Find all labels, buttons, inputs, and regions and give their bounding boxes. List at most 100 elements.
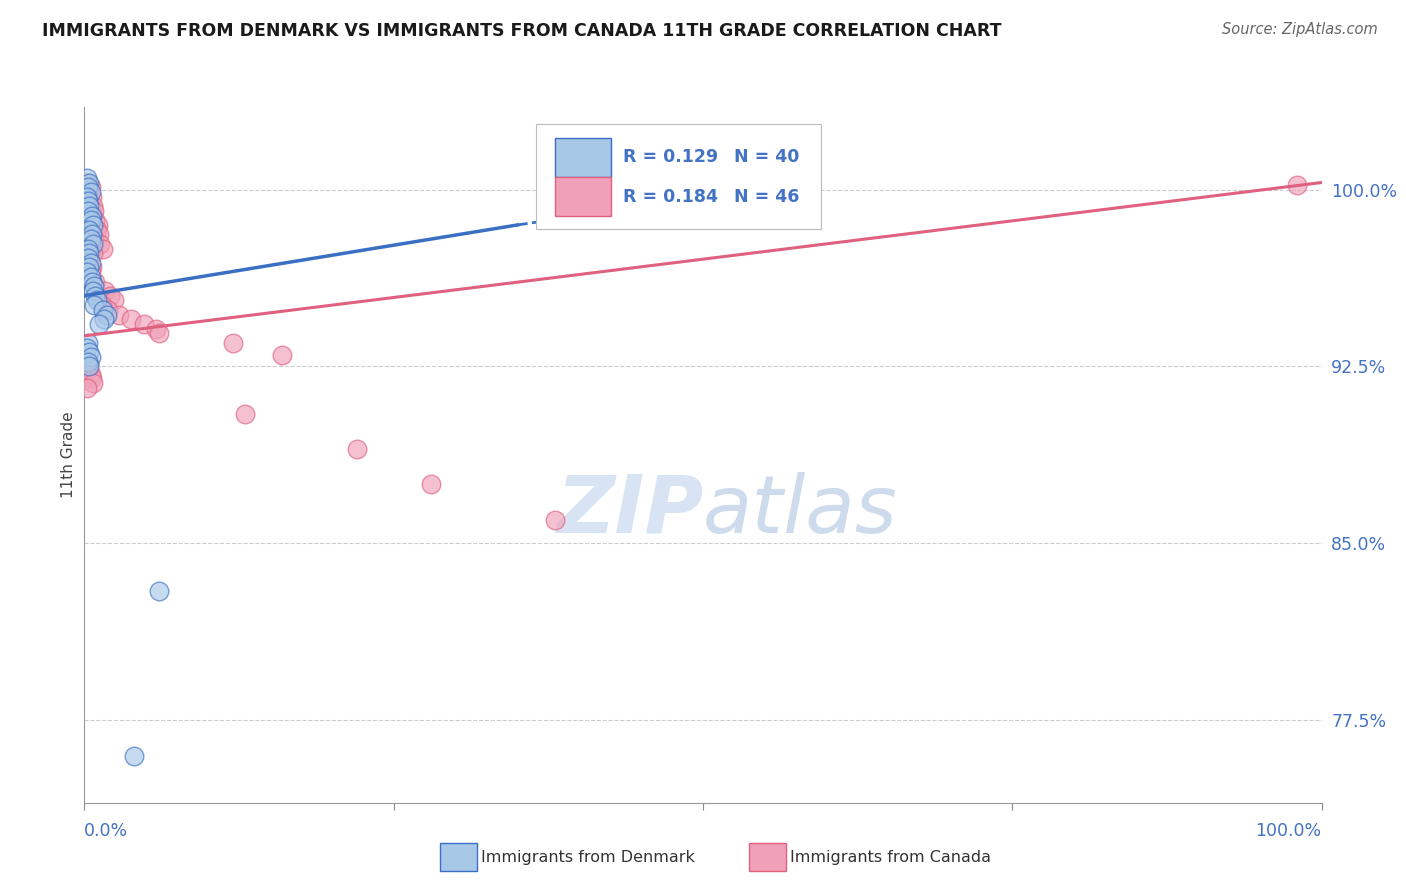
Point (79, 357, 101, 371)
Point (271, 348, 294, 362)
Point (1285, 178, 1308, 192)
Point (77, 180, 100, 194)
Point (222, 335, 245, 350)
Point (79, 256, 101, 270)
Point (77, 256, 100, 270)
Point (82, 246, 104, 260)
Point (96, 308, 118, 322)
Text: 100.0%: 100.0% (1256, 822, 1322, 839)
Point (76, 269, 98, 284)
Point (82, 236, 104, 251)
Point (145, 322, 167, 336)
Point (83, 298, 105, 312)
Y-axis label: 11th Grade: 11th Grade (60, 411, 76, 499)
Point (79, 246, 101, 260)
Point (79, 345, 101, 359)
Point (98, 289, 121, 303)
Point (82, 284, 104, 298)
Point (80, 371, 103, 385)
Point (79, 185, 101, 199)
Point (97, 302, 120, 317)
Point (543, 513, 565, 527)
Point (120, 312, 142, 326)
Point (80, 227, 103, 242)
Point (79, 350, 101, 364)
Point (79, 185, 101, 199)
Point (83, 232, 105, 246)
Point (148, 583, 170, 598)
Point (79, 199, 101, 213)
Point (79, 269, 101, 284)
Point (89, 227, 111, 242)
FancyBboxPatch shape (554, 178, 612, 216)
Point (132, 317, 155, 331)
Point (91, 242, 114, 256)
FancyBboxPatch shape (554, 137, 612, 177)
Point (77, 203, 100, 218)
Text: 0.0%: 0.0% (84, 822, 128, 839)
Point (86, 293, 108, 308)
Point (79, 265, 101, 279)
Point (419, 477, 441, 491)
Point (80, 189, 103, 203)
Point (86, 222, 108, 236)
Point (82, 199, 104, 213)
Point (233, 407, 256, 421)
Point (122, 748, 145, 763)
Point (93, 312, 115, 326)
Point (77, 361, 100, 376)
Point (91, 302, 114, 317)
Point (84, 275, 107, 289)
Point (77, 251, 100, 265)
Point (77, 335, 100, 350)
Text: IMMIGRANTS FROM DENMARK VS IMMIGRANTS FROM CANADA 11TH GRADE CORRELATION CHART: IMMIGRANTS FROM DENMARK VS IMMIGRANTS FR… (42, 22, 1001, 40)
Text: R = 0.184: R = 0.184 (623, 188, 717, 206)
Point (79, 222, 101, 236)
Point (79, 367, 101, 381)
Point (89, 236, 111, 251)
Point (77, 242, 100, 256)
Text: Immigrants from Canada: Immigrants from Canada (790, 850, 991, 864)
Point (77, 355, 100, 369)
Point (108, 308, 131, 322)
Text: atlas: atlas (703, 472, 898, 549)
Point (87, 218, 110, 232)
Point (148, 326, 170, 341)
Point (79, 232, 101, 246)
Point (83, 203, 105, 218)
Point (89, 317, 111, 331)
Text: ZIP: ZIP (555, 472, 703, 549)
Point (90, 298, 112, 312)
Point (79, 176, 101, 190)
Point (79, 209, 101, 223)
Point (79, 213, 101, 227)
Point (94, 284, 117, 298)
Point (76, 341, 98, 355)
Point (84, 213, 107, 227)
Point (80, 275, 103, 289)
Text: R = 0.129: R = 0.129 (623, 148, 717, 166)
Point (346, 442, 368, 456)
Point (77, 176, 100, 190)
Point (83, 279, 105, 293)
FancyBboxPatch shape (536, 124, 821, 229)
Point (79, 251, 101, 265)
Point (76, 170, 98, 185)
Point (79, 180, 101, 194)
Text: N = 46: N = 46 (734, 188, 799, 206)
Point (76, 381, 98, 395)
Point (79, 260, 101, 275)
Point (83, 279, 105, 293)
Point (76, 265, 98, 279)
Point (84, 289, 107, 303)
Text: Source: ZipAtlas.com: Source: ZipAtlas.com (1222, 22, 1378, 37)
Point (82, 376, 104, 390)
Point (80, 209, 103, 223)
Point (76, 189, 98, 203)
Point (79, 359, 101, 374)
Point (77, 194, 100, 209)
Point (82, 218, 104, 232)
Point (80, 260, 103, 275)
Text: Immigrants from Denmark: Immigrants from Denmark (481, 850, 695, 864)
Point (103, 293, 125, 308)
